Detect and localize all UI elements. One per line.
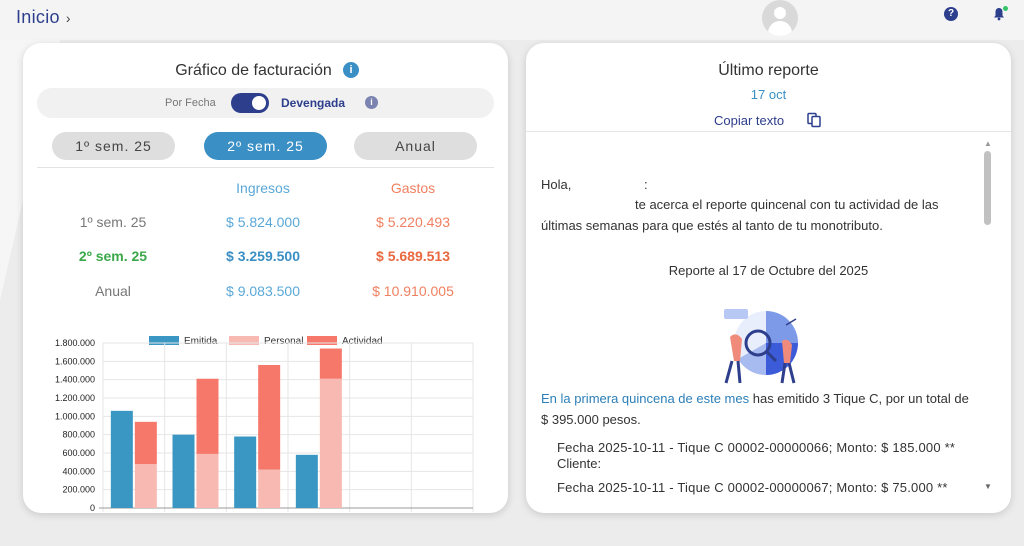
bar-personal — [134, 464, 157, 508]
bar-actividad — [134, 421, 157, 464]
legend-label: Personal — [264, 336, 303, 347]
y-tick-label: 400.000 — [62, 466, 95, 476]
summary-total: $ 395.000 pesos. — [541, 412, 641, 427]
bar-emitida — [110, 410, 133, 508]
bar-emitida — [172, 434, 195, 508]
y-tick-label: 1.400.000 — [55, 375, 95, 385]
y-tick-label: 1.600.000 — [55, 356, 95, 366]
tab-second-semester[interactable]: 2º sem. 25 — [204, 132, 327, 160]
report-date: 17 oct — [750, 87, 787, 102]
avatar-head — [774, 7, 786, 19]
report-illustration — [724, 309, 798, 384]
help-icon[interactable]: ? — [944, 7, 958, 21]
row-label: 2º sem. 25 — [78, 248, 148, 264]
legend-label: Actividad — [342, 336, 383, 347]
row-ingresos: $ 5.824.000 — [226, 214, 300, 230]
report-card: Último reporte 17 oct Copiar texto ▲ ▼ H… — [526, 43, 1011, 513]
legend-swatch — [307, 336, 337, 345]
bar-actividad — [319, 348, 342, 379]
devengada-info-icon[interactable]: i — [365, 96, 378, 109]
switch-knob — [252, 96, 266, 110]
intro-line-2: últimas semanas para que estés al tanto … — [541, 218, 883, 233]
copy-text-button[interactable]: Copiar texto — [714, 113, 785, 128]
toggle-label-devengada[interactable]: Devengada — [281, 96, 346, 110]
bar-actividad — [196, 378, 219, 454]
greeting-colon: : — [644, 177, 648, 192]
info-icon[interactable]: i — [343, 62, 359, 78]
summary-rest: has emitido 3 Tique C, por un total de — [749, 391, 969, 406]
y-tick-label: 600.000 — [62, 448, 95, 458]
chevron-right-icon: › — [65, 10, 71, 26]
bar-personal — [258, 469, 281, 508]
notification-dot — [1003, 6, 1008, 11]
billing-title: Gráfico de facturación i — [23, 62, 508, 80]
intro-line-1: te acerca el reporte quincenal con tu ac… — [635, 197, 939, 212]
top-bar: Inicio › ? — [0, 0, 1024, 40]
bar-personal — [319, 378, 342, 508]
report-heading: Reporte al 17 de Octubre del 2025 — [668, 263, 869, 278]
row-label: Anual — [95, 283, 131, 299]
report-title: Último reporte — [718, 62, 819, 79]
bar-emitida — [295, 454, 318, 508]
billing-chart: Emitida Personal Actividad 1.800.000 1.600.0… — [55, 336, 474, 513]
bar-personal — [196, 453, 219, 508]
summary-line: En la primera quincena de este mes has e… — [541, 388, 981, 409]
y-tick-label: 1.200.000 — [55, 393, 95, 403]
summary-link[interactable]: En la primera quincena de este mes — [541, 391, 750, 406]
invoice-line-1: Fecha 2025-10-11 - Tique C 00002-0000006… — [557, 440, 956, 455]
date-mode-switch[interactable] — [231, 93, 269, 113]
tab-first-semester[interactable]: 1º sem. 25 — [52, 132, 175, 160]
breadcrumb[interactable]: Inicio › — [16, 7, 71, 28]
greeting: Hola, — [541, 177, 572, 192]
avatar[interactable] — [762, 0, 798, 36]
divider — [37, 167, 494, 168]
bell-icon[interactable] — [992, 6, 1008, 21]
avatar-shoulders — [768, 21, 792, 36]
header-gastos: Gastos — [390, 180, 436, 196]
bar-actividad — [258, 365, 281, 470]
date-mode-toggle-row: Por Fecha Devengada i — [37, 88, 494, 118]
header-ingresos: Ingresos — [236, 180, 290, 196]
y-tick-label: 800.000 — [62, 430, 95, 440]
divider — [526, 131, 1011, 132]
invoice-client-label: Cliente: — [557, 456, 602, 471]
scrollbar[interactable]: ▲ ▼ — [982, 139, 994, 491]
legend-swatch — [229, 336, 259, 345]
row-gastos: $ 5.689.513 — [376, 248, 450, 264]
scroll-up-arrow[interactable]: ▲ — [984, 139, 992, 148]
breadcrumb-home[interactable]: Inicio — [16, 7, 60, 27]
legend-label: Emitida — [184, 336, 218, 347]
row-label: 1º sem. 25 — [79, 214, 147, 230]
bar-emitida — [234, 436, 257, 508]
billing-card: Gráfico de facturación i Por Fecha Deven… — [23, 43, 508, 513]
invoice-line-2: Fecha 2025-10-11 - Tique C 00002-0000006… — [557, 480, 948, 495]
copy-icon[interactable] — [806, 112, 822, 128]
row-ingresos: $ 9.083.500 — [226, 283, 300, 299]
y-tick-label: 0 — [90, 503, 95, 513]
scrollbar-thumb[interactable] — [984, 151, 991, 225]
row-gastos: $ 5.220.493 — [376, 214, 450, 230]
tab-annual[interactable]: Anual — [354, 132, 477, 160]
row-ingresos: $ 3.259.500 — [226, 248, 300, 264]
legend-swatch — [149, 336, 179, 345]
y-tick-label: 200.000 — [62, 485, 95, 495]
y-tick-label: 1.800.000 — [55, 338, 95, 348]
scroll-down-arrow[interactable]: ▼ — [984, 482, 992, 491]
y-tick-label: 1.000.000 — [55, 411, 95, 421]
billing-title-text: Gráfico de facturación — [175, 62, 332, 79]
row-gastos: $ 10.910.005 — [372, 283, 454, 299]
toggle-label-por-fecha[interactable]: Por Fecha — [165, 97, 216, 109]
